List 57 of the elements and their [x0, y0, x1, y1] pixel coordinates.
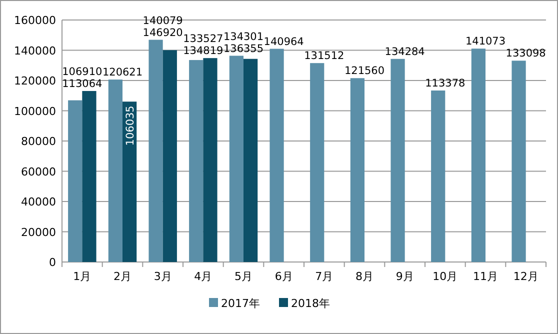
y-tick-label: 20000 [21, 226, 56, 239]
data-label: 131512 [304, 50, 344, 62]
data-label: 136355 [223, 42, 264, 55]
x-tick-label: 2月 [114, 270, 132, 283]
bar [122, 102, 137, 262]
bar [512, 60, 526, 262]
y-tick-label: 0 [49, 256, 56, 269]
bar [162, 50, 177, 262]
x-tick-label: 3月 [154, 270, 172, 283]
bar [148, 40, 163, 262]
bar [68, 100, 82, 262]
bar [203, 58, 218, 262]
data-label: 140964 [264, 36, 304, 48]
x-tick-label: 9月 [396, 270, 414, 283]
x-tick-label: 1月 [73, 270, 92, 283]
x-tick-label: 4月 [194, 270, 212, 283]
data-label: 113378 [425, 78, 466, 90]
y-tick-label: 100000 [14, 104, 56, 118]
bar [270, 48, 284, 262]
data-label: 106035 [124, 106, 137, 146]
y-tick-label: 80000 [21, 135, 56, 148]
bar [431, 90, 446, 262]
y-tick-label: 40000 [21, 196, 56, 208]
y-tick-label: 140000 [14, 44, 56, 58]
bar [82, 90, 96, 262]
y-tick-label: 120000 [14, 74, 56, 88]
data-label: 141073 [465, 36, 506, 48]
bar [390, 58, 405, 262]
bar [471, 48, 486, 262]
x-tick-label: 7月 [315, 270, 334, 283]
bar [310, 63, 324, 262]
data-label: 133527 [183, 33, 224, 46]
x-tick-label: 12月 [513, 270, 538, 283]
legend-label: 2017年 [221, 297, 260, 310]
data-label: 134819 [183, 45, 224, 58]
bar [108, 80, 122, 262]
data-label: 140079 [142, 14, 183, 27]
bar [350, 78, 364, 262]
bar [229, 56, 244, 262]
data-label: 134284 [384, 46, 426, 58]
legend-label: 2018年 [291, 297, 330, 310]
x-tick-label: 8月 [356, 270, 374, 283]
data-label: 134301 [223, 30, 264, 43]
x-tick-label: 6月 [274, 270, 293, 283]
data-label: 133098 [506, 48, 546, 60]
x-tick-label: 11月 [473, 270, 498, 283]
bar [189, 60, 204, 262]
bar [244, 58, 258, 262]
y-tick-label: 60000 [21, 165, 56, 178]
x-tick-label: 10月 [432, 270, 458, 283]
data-label: 121560 [344, 65, 385, 78]
y-tick-label: 160000 [14, 14, 56, 27]
data-label: 120621 [102, 66, 143, 79]
data-label: 113064 [62, 78, 103, 90]
data-label: 106910 [62, 66, 102, 78]
data-label: 146920 [142, 26, 183, 39]
x-tick-label: 5月 [234, 270, 252, 283]
